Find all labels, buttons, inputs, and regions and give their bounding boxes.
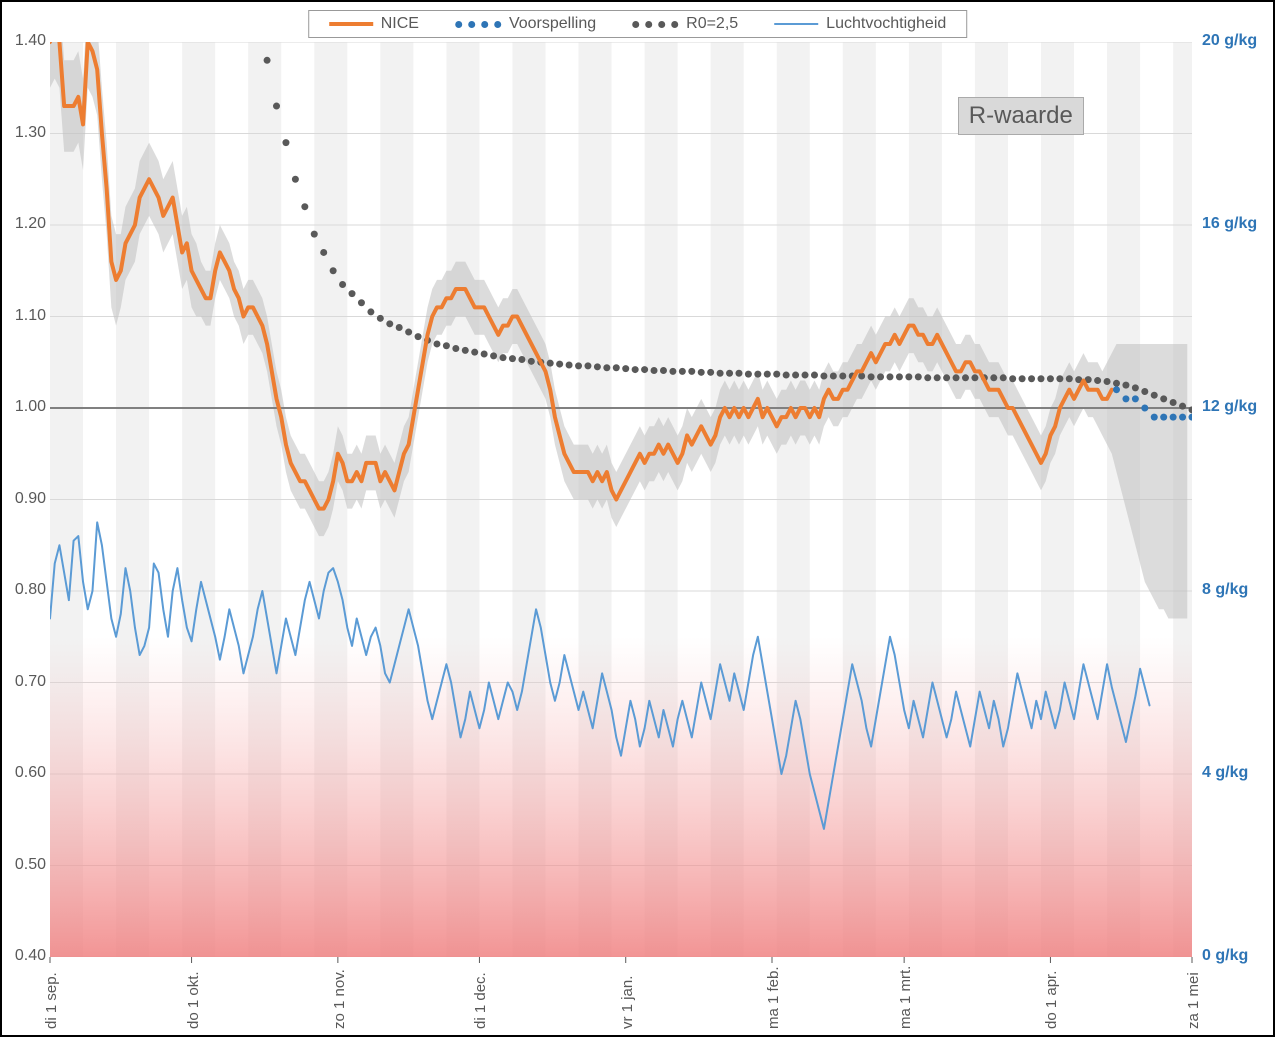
y-right-tick-label: 12 g/kg — [1202, 398, 1272, 416]
y-right-tick-label: 16 g/kg — [1202, 215, 1272, 233]
y-left-tick-label: 0.70 — [6, 673, 46, 691]
x-tick-label: do 1 apr. — [1043, 971, 1060, 1029]
x-tick-label: ma 1 mrt. — [897, 966, 914, 1029]
y-left-tick-label: 1.00 — [6, 398, 46, 416]
plot-area — [2, 2, 1275, 1039]
x-tick-label: zo 1 nov. — [331, 969, 348, 1029]
annotation-text: R-waarde — [969, 102, 1073, 129]
chart-container: NICE Voorspelling R0=2,5 Luchtvochtighei… — [0, 0, 1275, 1037]
y-left-tick-label: 0.80 — [6, 581, 46, 599]
x-tick-label: do 1 okt. — [185, 971, 202, 1029]
x-tick-label: za 1 mei — [1185, 972, 1202, 1029]
y-left-tick-label: 1.10 — [6, 307, 46, 325]
y-right-tick-label: 8 g/kg — [1202, 581, 1272, 599]
y-left-tick-label: 1.40 — [6, 32, 46, 50]
x-tick-label: vr 1 jan. — [619, 976, 636, 1029]
y-left-tick-label: 0.40 — [6, 947, 46, 965]
y-right-tick-label: 0 g/kg — [1202, 947, 1272, 965]
y-left-tick-label: 0.60 — [6, 764, 46, 782]
y-right-tick-label: 4 g/kg — [1202, 764, 1272, 782]
x-tick-label: di 1 dec. — [472, 972, 489, 1029]
annotation-r-waarde: R-waarde — [958, 97, 1084, 135]
x-tick-label: di 1 sep. — [43, 972, 60, 1029]
x-tick-label: ma 1 feb. — [765, 966, 782, 1029]
y-right-tick-label: 20 g/kg — [1202, 32, 1272, 50]
y-left-tick-label: 0.50 — [6, 856, 46, 874]
y-left-tick-label: 1.30 — [6, 124, 46, 142]
y-left-tick-label: 1.20 — [6, 215, 46, 233]
y-left-tick-label: 0.90 — [6, 490, 46, 508]
